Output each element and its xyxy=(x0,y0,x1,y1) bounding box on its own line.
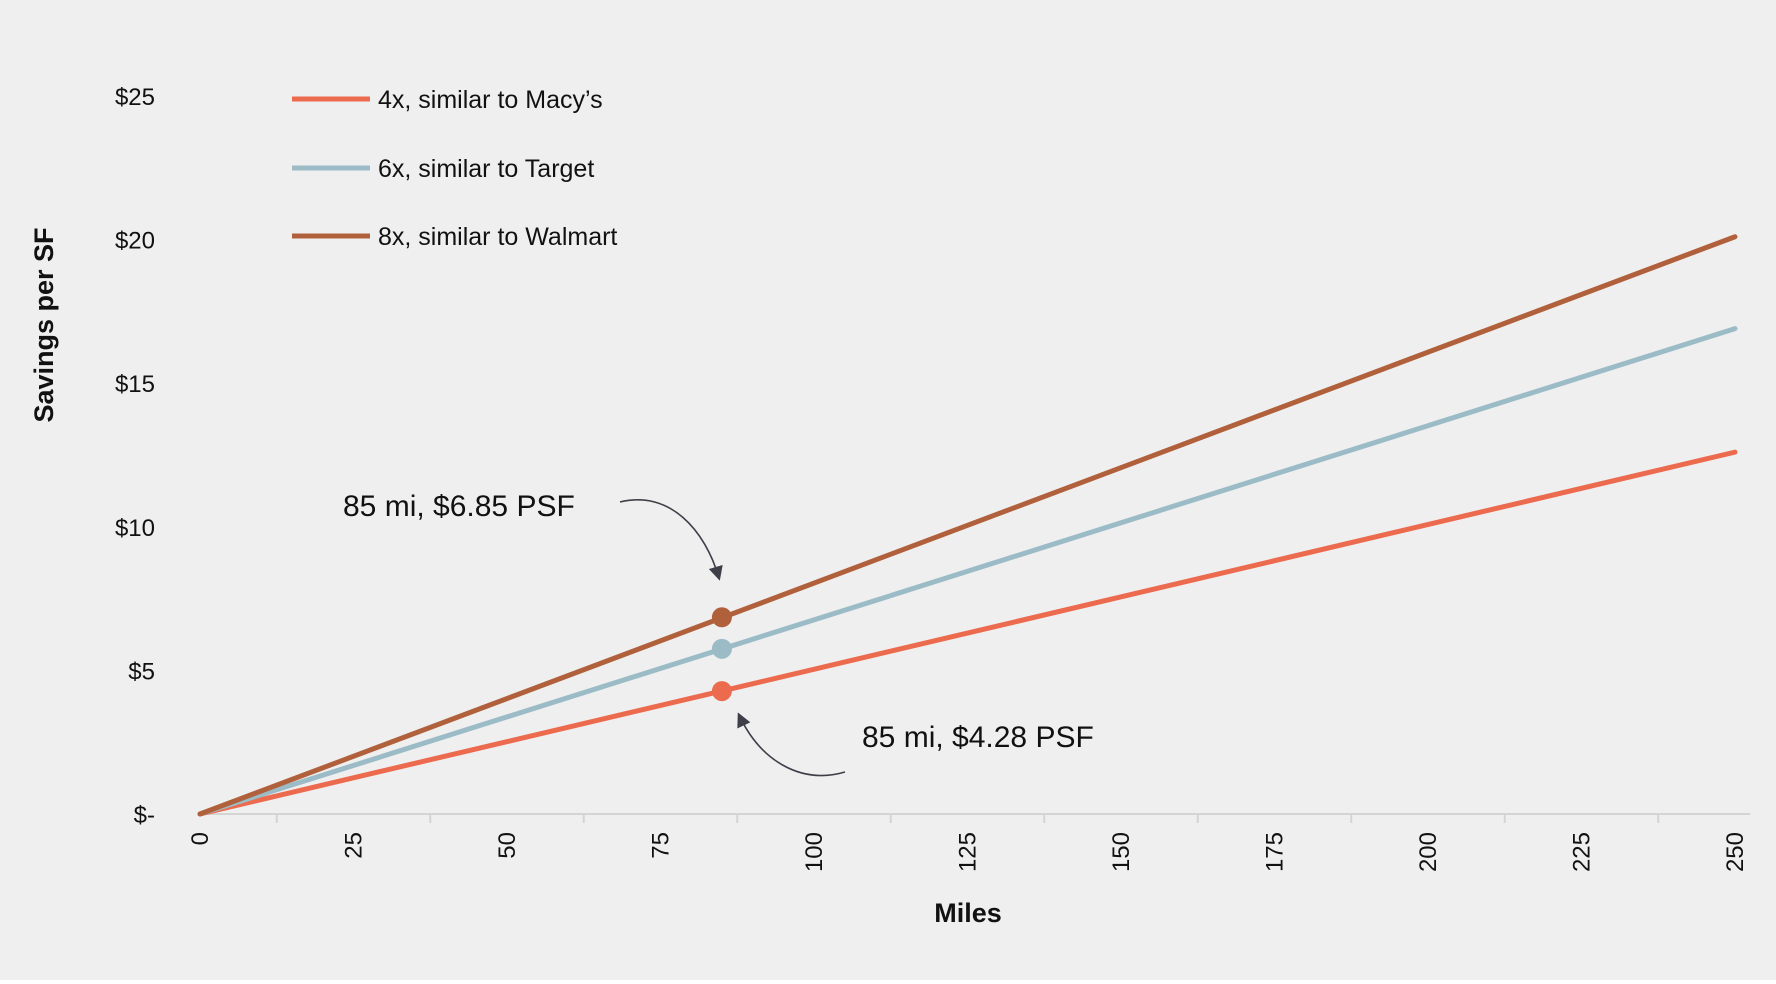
y-tick-label: $- xyxy=(134,802,155,829)
x-tick-label: 0 xyxy=(187,832,214,845)
legend-label: 6x, similar to Target xyxy=(378,155,594,183)
annotation-arrow xyxy=(619,499,723,581)
y-tick-label: $15 xyxy=(115,371,155,398)
y-tick-label: $25 xyxy=(115,84,155,111)
x-tick-label: 25 xyxy=(341,832,368,859)
data-point-marker xyxy=(711,681,732,702)
x-axis-title: Miles xyxy=(934,898,1002,928)
x-tick-label: 175 xyxy=(1262,832,1289,872)
x-tick-label: 75 xyxy=(648,832,675,859)
annotation-label: 85 mi, $6.85 PSF xyxy=(343,490,575,523)
x-tick-label: 150 xyxy=(1108,832,1135,872)
x-tick-label: 225 xyxy=(1569,832,1596,872)
x-tick-label: 125 xyxy=(955,832,982,872)
y-tick-label: $20 xyxy=(115,228,155,255)
series-line-3 xyxy=(197,234,1738,817)
x-tick-label: 100 xyxy=(801,832,828,872)
x-tick-label: 50 xyxy=(494,832,521,859)
data-point-marker xyxy=(711,607,732,628)
series-line-2 xyxy=(197,326,1738,817)
y-axis-title: Savings per SF xyxy=(29,227,59,422)
x-tick-label: 200 xyxy=(1415,832,1442,872)
legend-label: 4x, similar to Macy’s xyxy=(378,86,603,114)
x-tick-label: 250 xyxy=(1722,832,1749,872)
annotation-arrow xyxy=(737,712,846,777)
series-line-1 xyxy=(197,449,1738,817)
y-tick-label: $5 xyxy=(128,658,155,685)
legend-label: 8x, similar to Walmart xyxy=(378,223,617,251)
data-point-marker xyxy=(711,638,732,659)
annotation-label: 85 mi, $4.28 PSF xyxy=(862,721,1094,754)
y-tick-label: $10 xyxy=(115,515,155,542)
